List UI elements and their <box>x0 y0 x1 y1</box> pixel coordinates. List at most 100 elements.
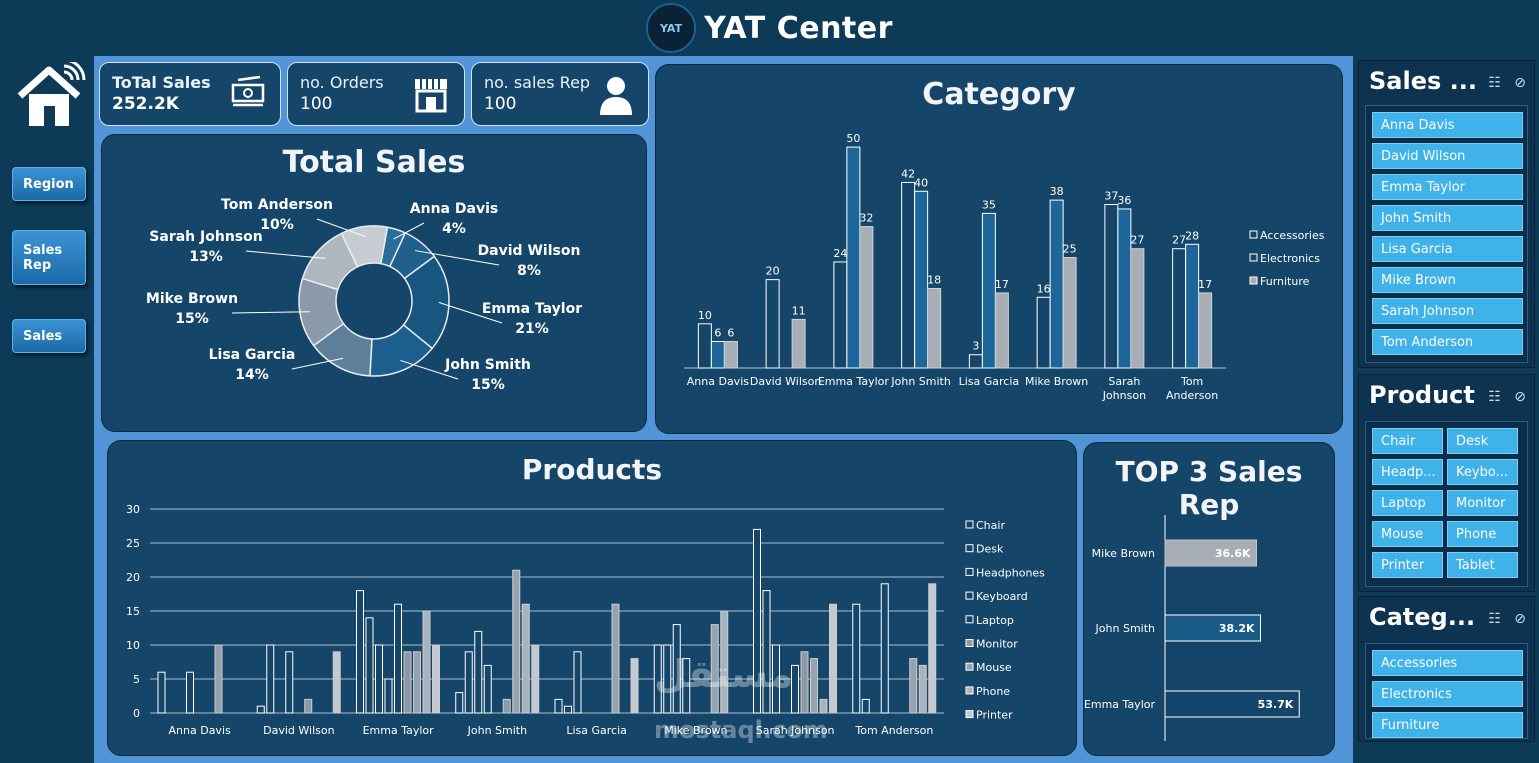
sales-rep-button[interactable]: Sales Rep <box>12 230 86 285</box>
data-label: 53.7K <box>1258 698 1294 711</box>
slicer-item[interactable]: Desk <box>1447 428 1518 454</box>
kpi-sales-reps: no. sales Rep 100 <box>471 62 649 126</box>
clear-filter-icon[interactable]: ⊘ <box>1514 389 1526 405</box>
data-label: 25 <box>1063 243 1077 256</box>
slicer-item[interactable]: Tom Anderson <box>1372 329 1523 355</box>
slicer-item[interactable]: Tablet <box>1447 552 1518 578</box>
bar-headphones <box>375 644 383 714</box>
slice-name: Tom Anderson <box>221 197 333 213</box>
slicer-item[interactable]: David Wilson <box>1372 143 1523 169</box>
right-slicer-pane: Sales ... ☷ ⊘ Anna Davis David Wilson Emma… <box>1353 56 1539 763</box>
sales-button[interactable]: Sales <box>12 319 86 353</box>
data-label: 36 <box>1117 194 1131 207</box>
data-label: 40 <box>914 176 928 189</box>
legend-swatch <box>1249 253 1258 262</box>
legend-label: Keyboard <box>976 590 1028 603</box>
slice-name: Sarah Johnson <box>149 229 262 245</box>
bar-keyboard <box>285 651 294 714</box>
category-label: Anna Davis <box>687 375 749 388</box>
bar-laptop <box>791 664 799 714</box>
data-label: 24 <box>833 247 847 260</box>
bar-mouse <box>611 603 620 714</box>
slicer-item[interactable]: Phone <box>1447 521 1518 547</box>
region-button[interactable]: Region <box>12 167 86 201</box>
bar-monitor <box>800 651 809 714</box>
bar-keyboard <box>682 658 691 714</box>
slicer-item[interactable]: Monitor <box>1447 490 1518 516</box>
bar-headphones <box>474 630 483 714</box>
slicer-item[interactable]: Mouse <box>1372 521 1443 547</box>
slicer-item[interactable]: Accessories <box>1372 650 1523 676</box>
slice-pct: 15% <box>471 377 505 393</box>
slicer-item[interactable]: Electronics <box>1372 681 1523 707</box>
clear-filter-icon[interactable]: ⊘ <box>1514 611 1526 627</box>
leader-line <box>400 359 459 380</box>
bar-chair <box>356 590 364 714</box>
bar-chair <box>256 705 265 714</box>
bar-furniture <box>994 292 1009 369</box>
slicer-item[interactable]: Mike Brown <box>1372 267 1523 293</box>
bar-furniture <box>791 318 806 369</box>
slicer-item[interactable]: John Smith <box>1372 205 1523 231</box>
legend-label: Headphones <box>976 566 1045 579</box>
slicer-item[interactable]: Furniture <box>1372 712 1523 738</box>
leader-line <box>438 302 503 324</box>
bar-chair <box>554 698 563 714</box>
data-label: 3 <box>972 340 979 353</box>
data-label: 37 <box>1104 190 1118 203</box>
bar-furniture <box>1062 257 1077 369</box>
bar-accessories <box>697 323 712 369</box>
slice-name: Anna Davis <box>410 201 498 217</box>
page-title: YAT Center <box>704 10 893 46</box>
slicer-item[interactable]: Headp... <box>1372 459 1443 485</box>
slicer-item[interactable]: Keybo... <box>1447 459 1518 485</box>
data-label: 28 <box>1185 229 1199 242</box>
data-label: 16 <box>1037 282 1051 295</box>
slicer-item[interactable]: Sarah Johnson <box>1372 298 1523 324</box>
top3-panel: TOP 3 Sales Rep 36.6K Mike Brown 38.2K John… <box>1083 442 1335 756</box>
kpi-value: 252.2K <box>112 94 179 114</box>
multi-select-icon[interactable]: ☷ <box>1488 75 1501 91</box>
slicer-item[interactable]: Emma Taylor <box>1372 174 1523 200</box>
bar-desk <box>861 698 870 714</box>
category-label: David Wilson <box>263 724 334 737</box>
y-tick: 30 <box>126 503 140 516</box>
bar-accessories <box>968 354 983 369</box>
data-label: 35 <box>982 198 996 211</box>
category-label: Emma Taylor <box>1084 698 1155 711</box>
slicer-item[interactable]: Laptop <box>1372 490 1443 516</box>
multi-select-icon[interactable]: ☷ <box>1488 611 1501 627</box>
main-area: ToTal Sales 252.2K no. Orders 100 no. sa… <box>94 56 1353 763</box>
home-icon[interactable] <box>16 62 86 128</box>
bar-electronics <box>981 212 996 369</box>
legend-swatch <box>965 567 974 576</box>
bar-monitor <box>502 698 511 714</box>
legend-label: Phone <box>976 685 1010 698</box>
data-label: 20 <box>766 265 780 278</box>
slicer-item[interactable]: Chair <box>1372 428 1443 454</box>
legend-swatch <box>965 615 974 624</box>
category-label: Johnson <box>1102 389 1146 402</box>
slicer-item[interactable]: Printer <box>1372 552 1443 578</box>
bar-chair <box>157 671 166 714</box>
leader-line <box>414 250 500 266</box>
slicer-item[interactable]: Lisa Garcia <box>1372 236 1523 262</box>
clear-filter-icon[interactable]: ⊘ <box>1514 75 1526 91</box>
kpi-value: 100 <box>300 94 333 114</box>
bar-accessories <box>1036 296 1051 369</box>
bar-mouse <box>512 569 521 714</box>
bar-monitor <box>403 651 412 714</box>
multi-select-icon[interactable]: ☷ <box>1488 389 1501 405</box>
slicer-item[interactable]: Anna Davis <box>1372 112 1523 138</box>
products-title: Products <box>521 453 663 486</box>
bar-printer <box>531 644 540 714</box>
slicer-items: Accessories Electronics Furniture <box>1365 643 1528 739</box>
leader-line <box>316 218 366 238</box>
bar-electronics <box>710 340 725 369</box>
kpi-label: no. sales Rep <box>484 73 591 92</box>
category-label: Lisa Garcia <box>959 375 1020 388</box>
category-label: Mike Brown <box>1092 547 1155 560</box>
bar-printer <box>630 658 639 714</box>
total-sales-title: Total Sales <box>282 145 466 180</box>
